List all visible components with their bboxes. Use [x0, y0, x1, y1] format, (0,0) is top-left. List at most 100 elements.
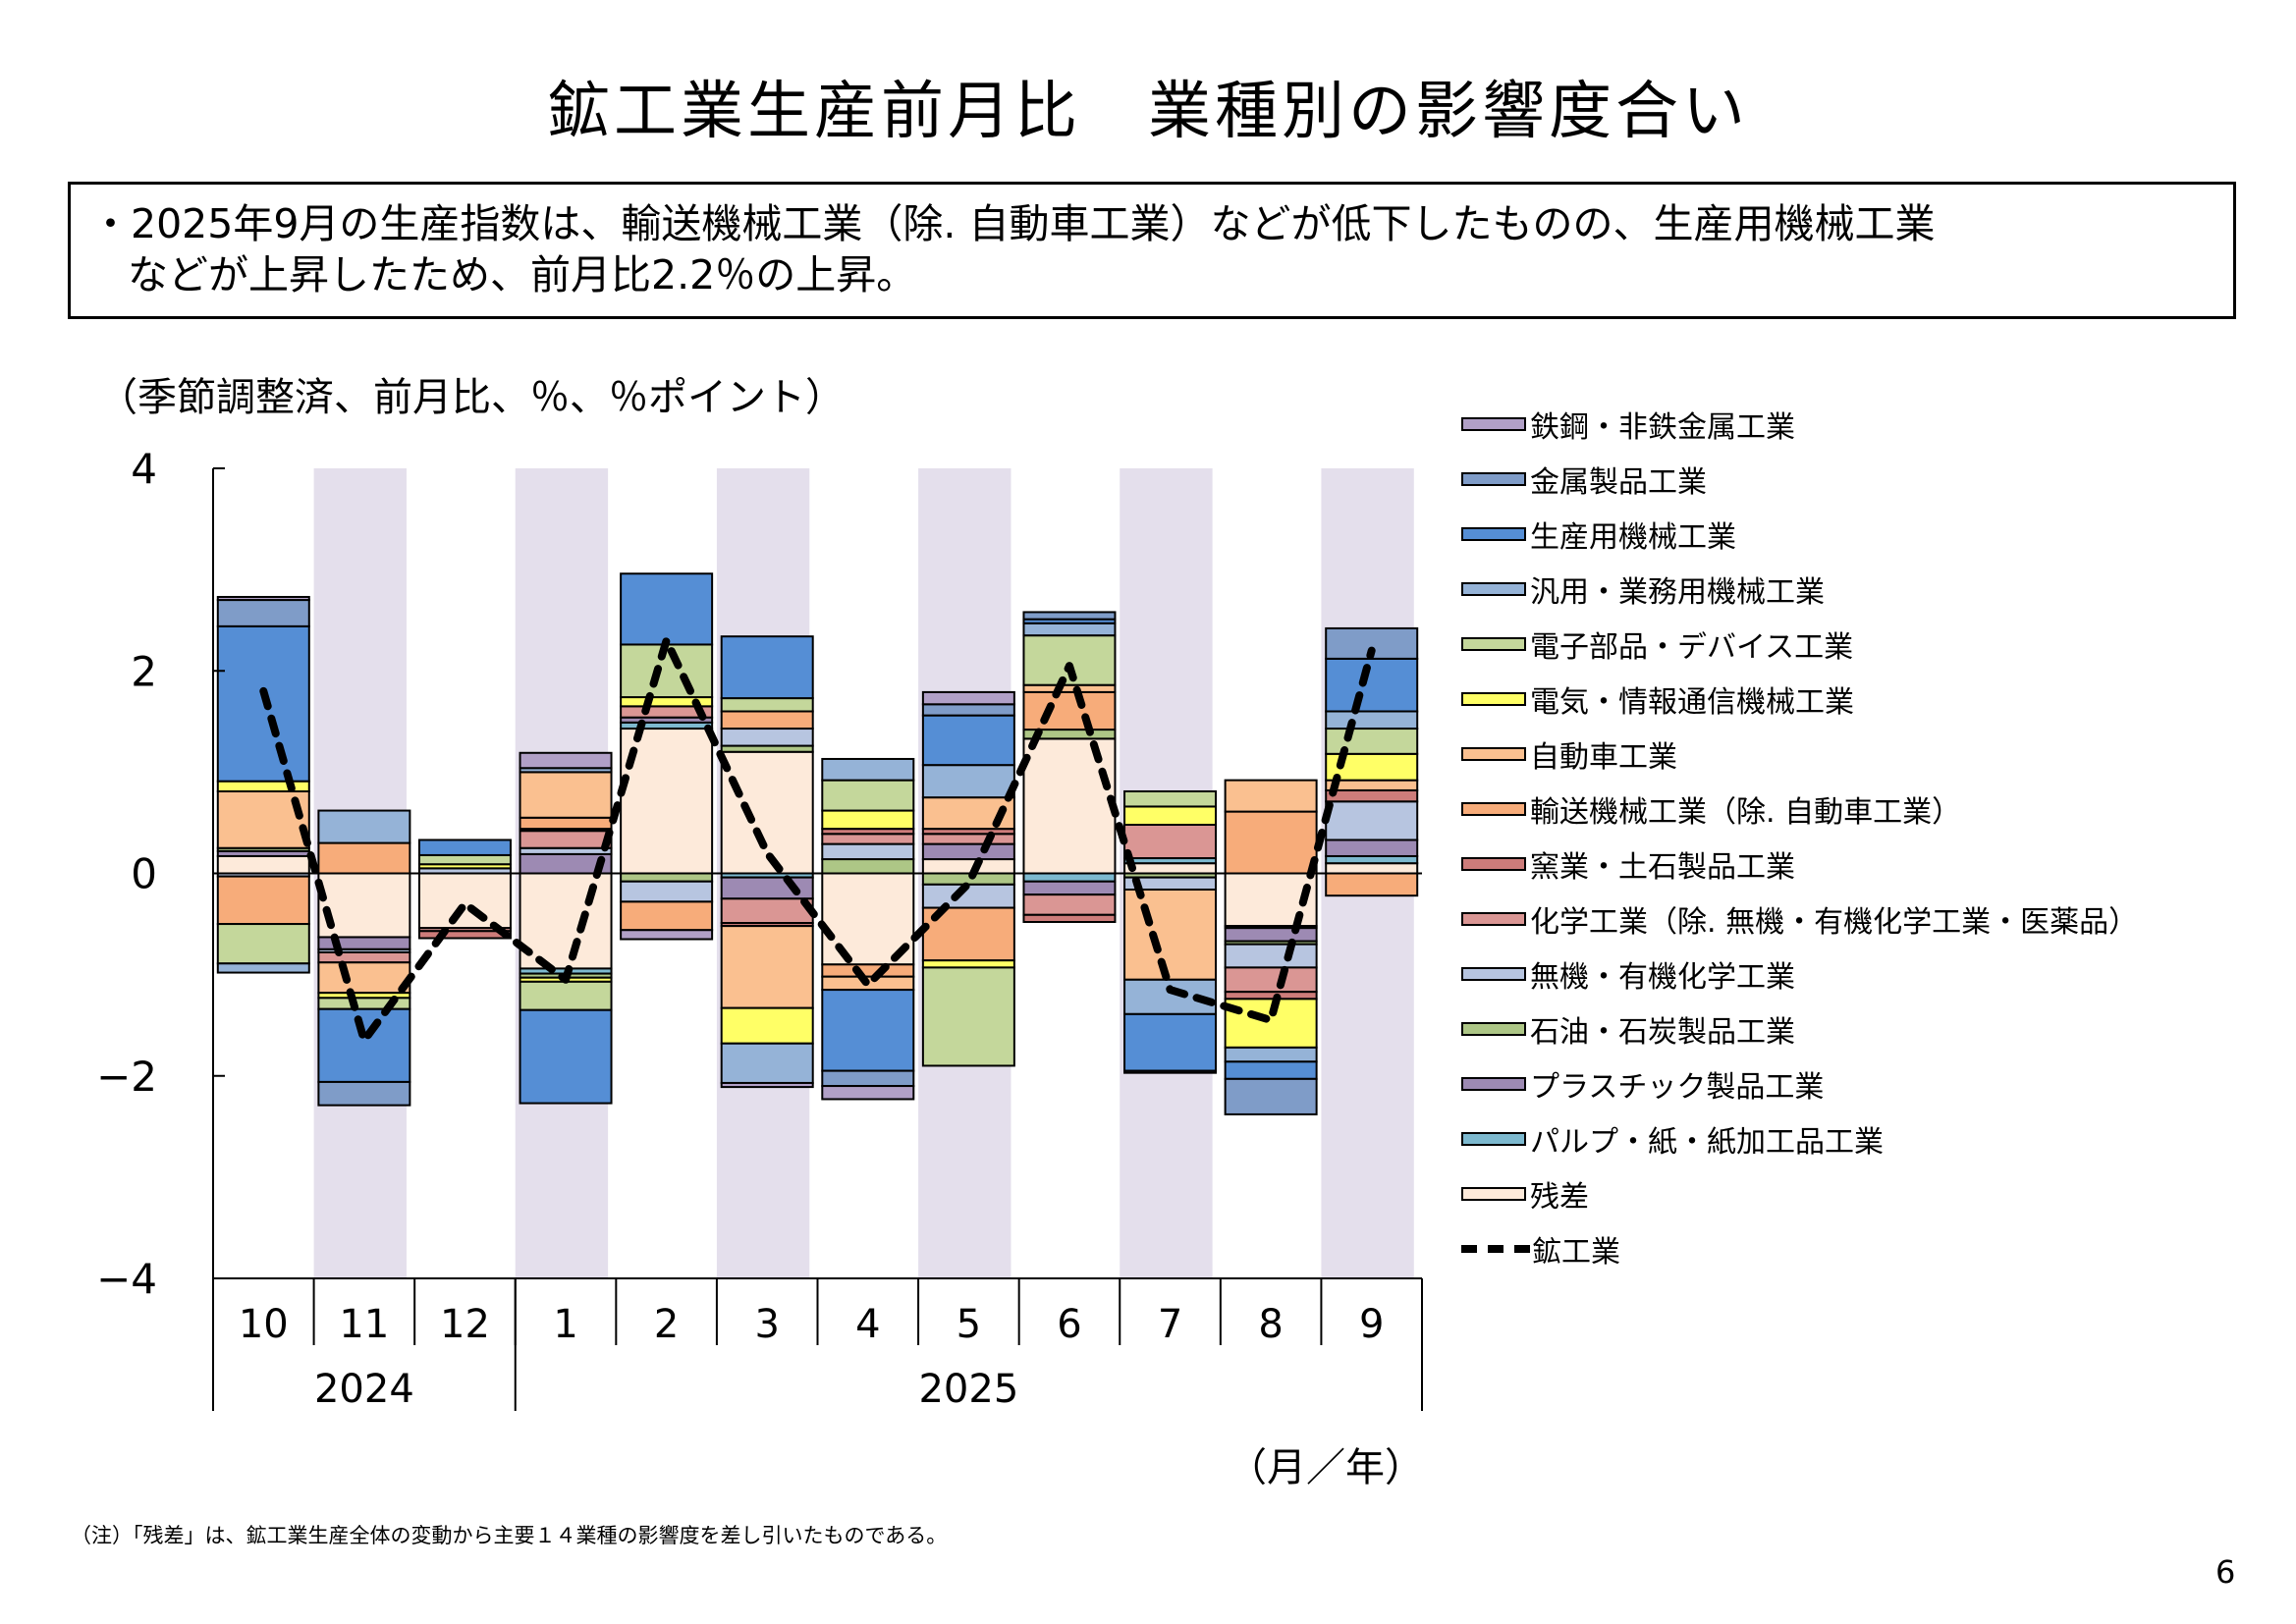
legend-label: 鉄鋼・非鉄金属工業 — [1530, 410, 1795, 445]
x-tick-label: 1 — [553, 1302, 577, 1347]
bar-segment — [821, 779, 915, 812]
legend-swatch-icon — [1461, 692, 1526, 706]
year-label: 2025 — [918, 1367, 1018, 1412]
bar-segment — [519, 872, 613, 970]
bar-segment — [1123, 789, 1218, 808]
legend-label: プラスチック製品工業 — [1530, 1070, 1825, 1105]
bar-segment — [1123, 1069, 1218, 1074]
legend-item: 自動車工業 — [1461, 734, 1677, 775]
bar-segment — [1123, 805, 1218, 826]
dashed-line-icon — [1461, 1245, 1530, 1253]
legend-item-line: 鉱工業 — [1461, 1229, 1620, 1270]
legend-label: 電気・情報通信機械工業 — [1530, 685, 1854, 720]
bar-segment — [620, 572, 714, 646]
bar-segment — [1224, 779, 1318, 813]
legend-label: 窯業・土石製品工業 — [1530, 850, 1795, 885]
bar-segment — [1224, 1060, 1318, 1080]
legend-item: 電子部品・デバイス工業 — [1461, 624, 1854, 665]
bar-segment — [921, 858, 1015, 875]
legend-swatch-icon — [1461, 747, 1526, 761]
x-tick-label: 10 — [239, 1302, 289, 1347]
bar-segment — [821, 842, 915, 861]
bar-segment — [821, 858, 915, 875]
bar-segment — [1022, 683, 1117, 693]
x-tick-label: 4 — [855, 1302, 880, 1347]
bar-segment — [1325, 728, 1419, 755]
bar-segment — [216, 875, 310, 926]
legend-swatch-icon — [1461, 1132, 1526, 1146]
bar-segment — [216, 595, 310, 602]
x-tick-label: 6 — [1057, 1302, 1081, 1347]
legend-label: パルプ・紙・紙加工品工業 — [1530, 1125, 1884, 1160]
bar-segment — [720, 635, 814, 700]
x-tick-label: 3 — [754, 1302, 779, 1347]
y-tick-label: −4 — [96, 1255, 157, 1303]
mining-manufacturing-line — [259, 636, 1376, 1045]
bar-segment — [1123, 862, 1218, 875]
legend-label: 残差 — [1530, 1180, 1589, 1215]
bar-segment — [821, 757, 915, 782]
legend-label: 石油・石炭製品工業 — [1530, 1015, 1795, 1050]
bar-segment — [1224, 810, 1318, 875]
bar-segment — [720, 1081, 814, 1089]
bar-segment — [317, 1080, 411, 1107]
bar-segment — [1325, 854, 1419, 865]
bar-segment — [1224, 966, 1318, 994]
bar-segment — [821, 809, 915, 831]
legend-item: 石油・石炭製品工業 — [1461, 1009, 1795, 1050]
bar-segment — [216, 962, 310, 974]
x-tick-label: 12 — [440, 1302, 490, 1347]
legend-item: 生産用機械工業 — [1461, 514, 1736, 555]
y-tick-label: 4 — [131, 445, 157, 493]
summary-line-2: などが上昇したため、前月比2.2％の上昇。 — [128, 251, 917, 298]
legend-item: 化学工業（除. 無機・有機化学工業・医薬品） — [1461, 899, 2138, 940]
bar-segment — [1224, 1077, 1318, 1115]
legend-swatch-icon — [1461, 1187, 1526, 1201]
x-tick-label: 5 — [957, 1302, 981, 1347]
legend-item: 窯業・土石製品工業 — [1461, 844, 1795, 885]
legend-label: 無機・有機化学工業 — [1530, 960, 1795, 995]
legend-swatch-icon — [1461, 637, 1526, 651]
legend-swatch-icon — [1461, 857, 1526, 871]
bar-segment — [317, 809, 411, 844]
bar-segment — [821, 1069, 915, 1088]
bar-segment — [1022, 913, 1117, 923]
bar-segment — [519, 1008, 613, 1105]
legend-item: パルプ・紙・紙加工品工業 — [1461, 1119, 1884, 1160]
bar-segment — [417, 930, 512, 940]
bar-segment — [216, 599, 310, 627]
legend-swatch-icon — [1461, 582, 1526, 596]
bar-segment — [317, 1007, 411, 1083]
legend-swatch-icon — [1461, 1022, 1526, 1036]
bar-segment — [620, 872, 714, 883]
bar-segment — [1123, 824, 1218, 860]
bar-segment — [921, 966, 1015, 1067]
bar-segment — [1325, 710, 1419, 731]
bar-segment — [519, 751, 613, 770]
bar-segment — [921, 690, 1015, 706]
footnote: （注）「残差」は、鉱工業生産全体の変動から主要１４業種の影響度を差し引いたもので… — [71, 1524, 948, 1547]
bar-segment — [1022, 622, 1117, 637]
legend-item: 汎用・業務用機械工業 — [1461, 569, 1825, 610]
page-title: 鉱工業生産前月比 業種別の影響度合い — [547, 76, 1749, 148]
page-number: 6 — [2215, 1553, 2236, 1591]
bar-segment — [1022, 611, 1117, 621]
bar-segment — [317, 961, 411, 995]
bar-segment — [1224, 991, 1318, 1001]
legend-item: 電気・情報通信機械工業 — [1461, 679, 1854, 720]
legend-item: 金属製品工業 — [1461, 460, 1707, 500]
bar-segment — [620, 900, 714, 932]
bar-segment — [720, 728, 814, 747]
legend-swatch-icon — [1461, 967, 1526, 981]
bar-segment — [417, 872, 512, 930]
legend-label: 電子部品・デバイス工業 — [1530, 630, 1854, 665]
x-tick-label: 7 — [1158, 1302, 1182, 1347]
bar-segment — [1022, 893, 1117, 916]
bar-segment — [921, 959, 1015, 969]
y-tick-label: 0 — [131, 850, 157, 898]
bar-segment — [216, 923, 310, 965]
bar-segment — [821, 989, 915, 1072]
legend-label: 輸送機械工業（除. 自動車工業） — [1530, 795, 1962, 830]
bar-segment — [1325, 862, 1419, 875]
legend-swatch-icon — [1461, 417, 1526, 431]
